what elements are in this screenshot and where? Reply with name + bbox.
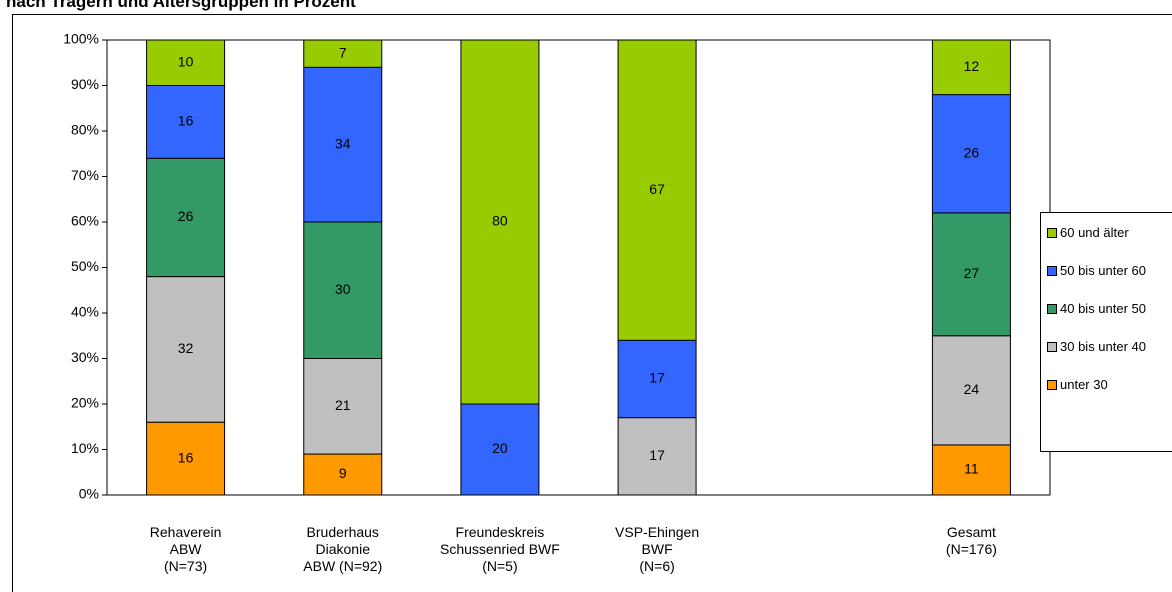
data-label: 16 [178, 113, 194, 129]
bar-segment [460, 403, 540, 495]
y-tick-label: 60% [71, 213, 99, 229]
y-tick-label: 40% [71, 304, 99, 320]
legend-label: 30 bis unter 40 [1060, 339, 1147, 354]
data-label: 21 [335, 397, 351, 413]
data-label: 10 [178, 53, 194, 69]
x-tick-label: Rehaverein ABW (N=73) [149, 524, 222, 574]
x-tick-label: Bruderhaus Diakonie ABW (N=92) [303, 524, 383, 574]
bar-segment [460, 40, 540, 405]
bar-segment [931, 94, 1011, 214]
chart-title: nach Trägern und Altersgruppen in Prozen… [6, 0, 356, 11]
legend: 60 und älter 50 bis unter 60 40 bis unter … [1040, 212, 1172, 452]
data-label: 11 [964, 461, 979, 477]
y-tick-label: 80% [71, 122, 99, 138]
data-label: 24 [964, 381, 980, 397]
y-tick-label: 30% [71, 349, 99, 365]
y-tick-label: 10% [71, 440, 99, 456]
data-label: 26 [178, 208, 194, 224]
x-tick-label: VSP-Ehingen BWF (N=6) [615, 524, 700, 574]
y-tick-label: 90% [71, 76, 99, 92]
bar-segment [617, 40, 697, 341]
legend-label: 40 bis unter 50 [1060, 301, 1147, 316]
x-tick-label: Freundeskreis Schussenried BWF (N=5) [439, 524, 560, 574]
bar-segment [617, 339, 697, 419]
legend-label: unter 30 [1060, 377, 1108, 392]
bars [146, 40, 1011, 495]
bar-segment [617, 417, 697, 495]
chart-frame [12, 14, 1172, 592]
data-label: 12 [964, 58, 980, 74]
legend-label: 50 bis unter 60 [1060, 263, 1147, 278]
data-label: 34 [335, 135, 351, 151]
bar-segment [146, 276, 226, 423]
data-label: 20 [492, 440, 508, 456]
data-label: 26 [964, 144, 980, 160]
data-label: 7 [339, 44, 347, 60]
data-label: 32 [178, 340, 194, 356]
plot-border [106, 39, 1051, 496]
data-label: 17 [649, 370, 665, 386]
legend-swatch [1047, 380, 1057, 390]
data-label: 80 [492, 213, 508, 229]
data-label: 67 [649, 181, 665, 197]
bar-segment [146, 40, 226, 86]
x-tick-label: Gesamt (N=176) [945, 524, 997, 557]
bar-segment [303, 221, 383, 359]
data-label: 16 [178, 449, 194, 465]
bar-segment [931, 335, 1011, 446]
y-tick-label: 0% [79, 486, 99, 502]
bar-segment [931, 212, 1011, 337]
legend-swatch [1047, 304, 1057, 314]
data-label: 9 [339, 465, 347, 481]
y-tick-label: 50% [71, 258, 99, 274]
bar-segment [303, 40, 383, 68]
data-label: 27 [964, 265, 980, 281]
legend-swatch [1047, 228, 1057, 238]
bar-segment [146, 421, 226, 495]
data-label: 30 [335, 281, 351, 297]
data-label: 17 [649, 447, 665, 463]
legend-label: 60 und älter [1060, 225, 1129, 240]
bar-segment [303, 358, 383, 455]
y-tick-label: 70% [71, 167, 99, 183]
bar-segment [931, 444, 1011, 495]
bar-segment [146, 157, 226, 278]
bar-segment [931, 40, 1011, 96]
legend-swatch [1047, 266, 1057, 276]
y-tick-label: 20% [71, 395, 99, 411]
legend-swatch [1047, 342, 1057, 352]
y-tick-label: 100% [63, 31, 99, 47]
